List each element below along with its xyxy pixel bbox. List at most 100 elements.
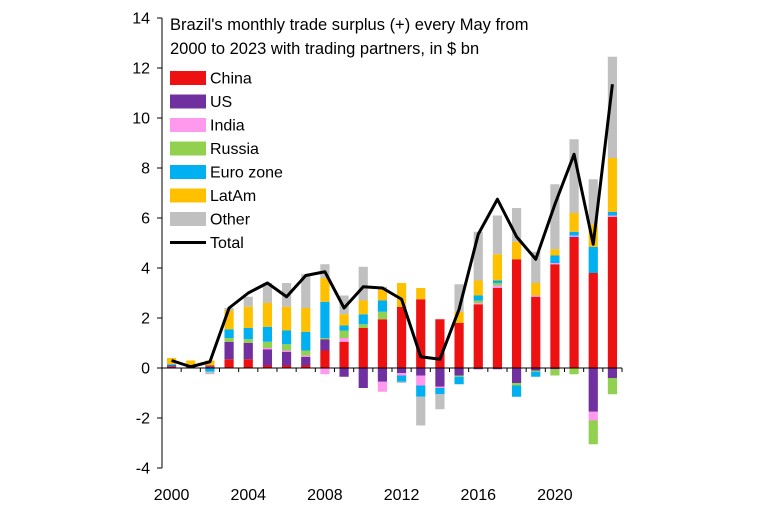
legend-swatch-euro-zone [170, 165, 206, 179]
bar-segment-latam-2012 [396, 283, 407, 307]
bar-segment-latam-2015 [454, 311, 464, 323]
bar-segment-china-2003 [224, 359, 234, 368]
bar-segment-us-2008 [320, 339, 330, 351]
bar-segment-us-2022 [588, 368, 598, 412]
bar-segment-us-2002 [205, 365, 215, 367]
bar-segment-euro-zone-2014 [435, 388, 445, 395]
bar-segment-india-2022 [588, 411, 598, 421]
bar-segment-other-2020 [550, 184, 560, 250]
bar-segment-russia-2008 [320, 338, 330, 340]
x-tick-label: 2012 [384, 487, 420, 504]
x-tick-label: 2000 [154, 487, 190, 504]
bar-segment-euro-zone-2021 [569, 231, 579, 236]
bar-segment-euro-zone-2011 [377, 300, 388, 312]
bar-segment-latam-2001 [186, 360, 196, 366]
bar-segment-us-2023 [607, 368, 618, 378]
bar-segment-latam-2021 [569, 213, 579, 232]
bar-segment-euro-zone-2022 [588, 246, 598, 273]
bar-segment-euro-zone-2008 [320, 301, 330, 338]
bar-segment-us-2011 [377, 368, 388, 382]
y-tick-label: 12 [132, 61, 150, 78]
bar-segment-euro-zone-2023 [607, 211, 618, 216]
legend-label-latam: LatAm [210, 188, 256, 205]
bar-segment-latam-2018 [511, 241, 522, 260]
bar-segment-russia-2004 [243, 339, 253, 343]
bar-segment-china-2004 [243, 359, 253, 368]
bar-segment-russia-2010 [358, 324, 368, 328]
bar-segment-us-2013 [416, 368, 426, 376]
bar-segment-other-2007 [301, 274, 311, 308]
legend-label-euro-zone: Euro zone [210, 165, 283, 182]
bar-segment-russia-2023 [607, 378, 618, 395]
bar-segment-latam-2020 [550, 249, 560, 256]
bar-segment-euro-zone-2007 [301, 331, 311, 351]
bar-segment-china-2015 [454, 323, 464, 368]
bar-segment-india-2021 [569, 235, 579, 237]
bar-segment-euro-zone-2018 [511, 385, 522, 397]
bar-segment-china-2013 [416, 299, 426, 368]
bar-segment-other-2016 [473, 231, 483, 281]
legend-swatch-latam [170, 188, 206, 203]
legend-label-us: US [210, 94, 232, 111]
bar-segment-us-2018 [511, 368, 522, 383]
bar-segment-india-2007 [301, 355, 311, 357]
bar-segment-euro-zone-2019 [531, 371, 541, 377]
chart-title-line-2: 2000 to 2023 with trading partners, in $… [170, 40, 479, 58]
y-tick-label: -2 [136, 411, 150, 428]
y-tick-label: 0 [141, 361, 150, 378]
bar-segment-china-2017 [492, 288, 503, 368]
bar-segment-euro-zone-2002 [205, 368, 215, 372]
bar-segment-china-2020 [550, 264, 560, 368]
bar-segment-india-2016 [473, 303, 483, 305]
bar-segment-latam-2016 [473, 280, 483, 296]
bar-segment-latam-2011 [377, 289, 388, 301]
bar-segment-china-2006 [281, 365, 292, 368]
y-tick-label: 14 [132, 11, 150, 28]
bar-segment-us-2016 [473, 368, 483, 370]
legend-swatch-russia [170, 141, 206, 156]
bar-segment-us-2012 [396, 368, 407, 373]
bar-segment-latam-2009 [339, 314, 349, 326]
bar-segment-us-2007 [301, 356, 311, 366]
bar-segment-india-2013 [416, 375, 426, 386]
bar-segment-euro-zone-2012 [396, 375, 407, 382]
x-tick-label: 2020 [537, 487, 573, 504]
total-line [171, 84, 614, 369]
bar-segment-latam-2017 [492, 254, 503, 281]
bar-segment-india-2006 [281, 350, 292, 352]
bar-segment-russia-2011 [377, 311, 388, 320]
chart-title-line-1: Brazil's monthly trade surplus (+) every… [170, 16, 528, 34]
bar-segment-us-2004 [243, 343, 253, 360]
bar-segment-china-2021 [569, 238, 579, 368]
bar-segment-russia-2016 [473, 300, 483, 303]
bar-segment-latam-2013 [416, 288, 426, 300]
bar-segment-euro-zone-2017 [492, 280, 503, 283]
bar-segment-latam-2005 [262, 303, 273, 327]
bar-segment-russia-2018 [511, 383, 522, 386]
y-tick-label: 2 [141, 311, 150, 328]
bar-segment-china-2023 [607, 216, 618, 368]
bar-segment-us-2003 [224, 341, 234, 360]
bar-segment-euro-zone-2009 [339, 325, 349, 331]
bar-segment-us-2009 [339, 368, 349, 377]
legend-label-total: Total [210, 235, 244, 252]
bar-segment-euro-zone-2000 [166, 364, 177, 366]
bar-segment-china-2000 [166, 366, 177, 368]
bar-segment-russia-2019 [531, 370, 541, 372]
y-tick-label: 8 [141, 161, 150, 178]
x-tick-label: 2004 [230, 487, 266, 504]
legend-label-china: China [210, 71, 252, 88]
bar-segment-russia-2021 [569, 368, 579, 375]
bar-segment-russia-2017 [492, 283, 503, 286]
bar-segment-china-2018 [511, 259, 522, 368]
bar-segment-other-2015 [454, 284, 464, 312]
bar-segment-other-2010 [358, 266, 368, 301]
bar-segment-china-2005 [262, 365, 273, 368]
bar-segment-india-2017 [492, 285, 503, 288]
bar-segment-russia-2007 [301, 350, 311, 356]
legend-swatch-india [170, 118, 206, 132]
bar-segment-us-2014 [435, 368, 445, 387]
legend-label-other: Other [210, 212, 251, 229]
